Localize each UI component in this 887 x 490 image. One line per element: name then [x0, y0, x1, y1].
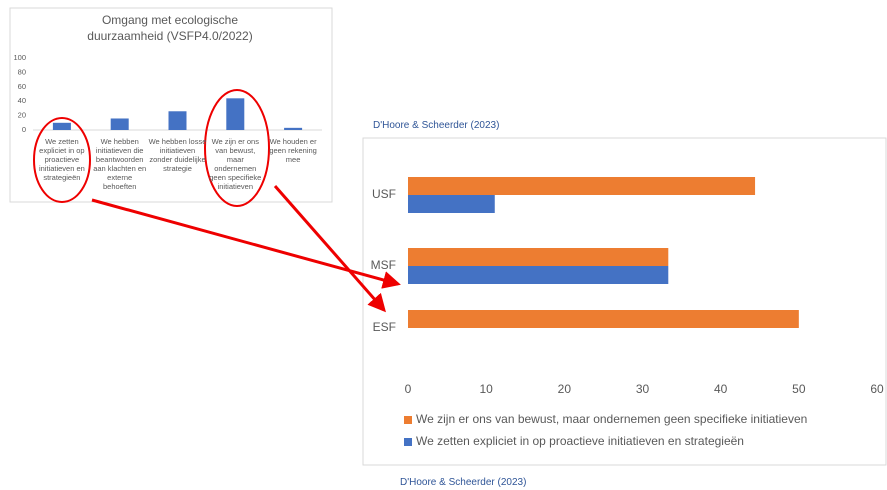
highlight	[204, 89, 270, 207]
y-tick-label: 0	[22, 125, 26, 134]
bar	[408, 266, 669, 284]
bar	[408, 310, 799, 328]
arrow	[91, 198, 401, 289]
x-tick-label: 40	[714, 382, 728, 396]
title-box: Omgang met ecologische duurzaamheid (VSF…	[87, 13, 253, 43]
bar	[284, 127, 303, 130]
bar	[408, 195, 495, 213]
chart-frame	[9, 7, 333, 203]
chart-title: Omgang met ecologische duurzaamheid (VSF…	[87, 13, 253, 43]
x-tick-label: We zijn er ons van bewust, maar ondernem…	[209, 137, 262, 191]
y-tick-label: ESF	[373, 320, 396, 334]
legend-label: We zetten expliciet in op proactieve ini…	[416, 434, 744, 448]
bar	[408, 177, 756, 195]
bar	[226, 98, 245, 130]
y-tick-label: USF	[372, 187, 396, 201]
legend-swatch	[404, 438, 412, 446]
x-tick-label: We houden er geen rekening mee	[269, 137, 317, 164]
legend-swatch	[404, 416, 412, 424]
y-tick-label: 60	[18, 82, 26, 91]
bar	[408, 248, 669, 266]
bar	[52, 122, 71, 130]
y-tick-label: 80	[18, 67, 26, 76]
caption: D'Hoore & Scheerder (2023)	[400, 477, 527, 488]
bar	[110, 118, 129, 130]
arrow	[273, 185, 386, 313]
legend-label: We zijn er ons van bewust, maar ondernem…	[416, 412, 807, 426]
x-tick-label: 20	[558, 382, 572, 396]
x-tick-label: We hebben initiatieven die beantwoorden …	[93, 137, 147, 191]
x-tick-label: We zetten expliciet in op proactieve ini…	[38, 137, 85, 182]
y-tick-label: 100	[13, 53, 26, 62]
x-tick-label: 50	[792, 382, 806, 396]
x-tick-label: 30	[636, 382, 650, 396]
y-tick-label: 20	[18, 111, 26, 120]
x-tick-label: 60	[870, 382, 884, 396]
y-tick-label: MSF	[371, 258, 396, 272]
highlight	[33, 117, 91, 203]
x-tick-label: 0	[405, 382, 412, 396]
x-tick-label: 10	[479, 382, 493, 396]
y-tick-label: 40	[18, 96, 26, 105]
caption: D'Hoore & Scheerder (2023)	[373, 120, 500, 131]
x-tick-label: We hebben losse initiatieven zonder duid…	[148, 137, 207, 173]
bar	[168, 111, 187, 130]
